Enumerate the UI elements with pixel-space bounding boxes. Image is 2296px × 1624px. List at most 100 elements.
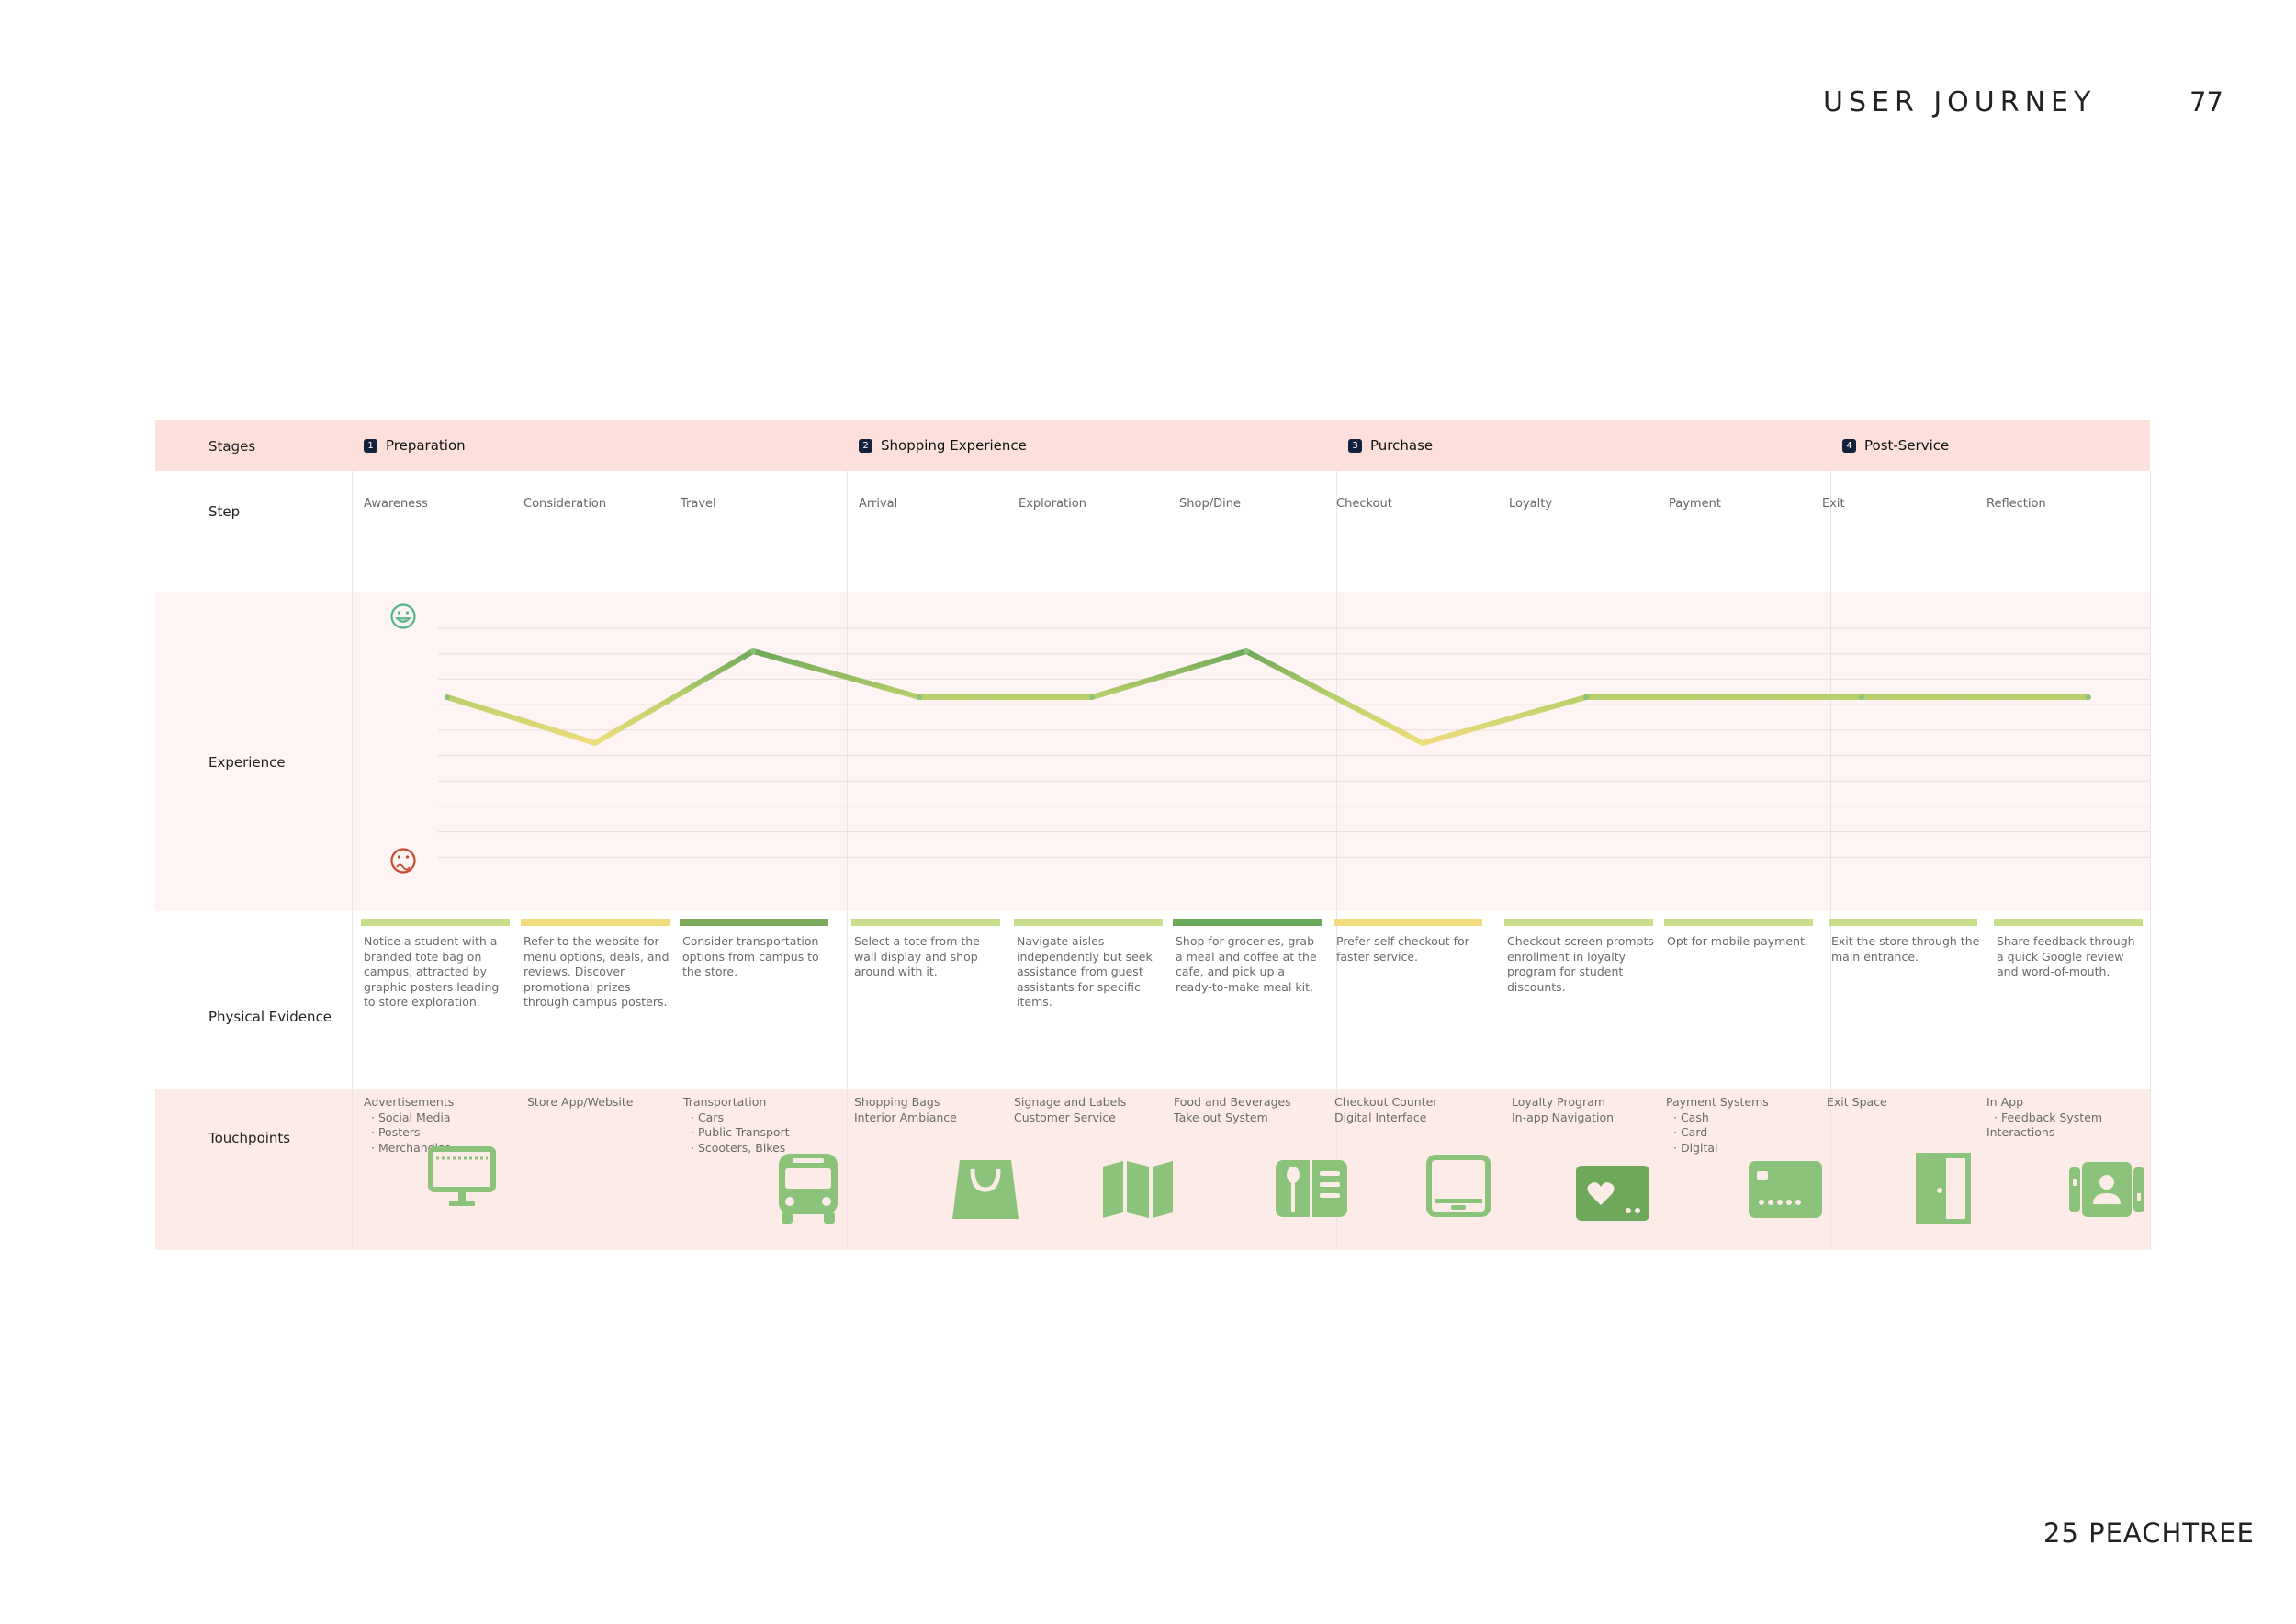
evidence-bar: [1829, 919, 1977, 926]
evidence-bar: [851, 919, 1000, 926]
step-label: Exploration: [1019, 497, 1086, 511]
touchpoint-text: Shopping Bags Interior Ambiance: [854, 1095, 1010, 1125]
evidence-text: Consider transportation options from cam…: [682, 934, 819, 978]
stage-number: 2: [859, 438, 872, 453]
user-journey-map: Stages Step Experience Physical Evidence…: [155, 420, 2151, 1250]
stage-number: 3: [1348, 438, 1362, 453]
evidence-text: Opt for mobile payment.: [1667, 934, 1808, 948]
stage-label: Purchase: [1370, 437, 1434, 454]
touchpoint-label: Interior Ambiance: [854, 1110, 957, 1124]
touchpoint-subitem: · Digital: [1666, 1141, 1822, 1156]
column-divider: [352, 471, 353, 1250]
touchpoint-text: Exit Space: [1827, 1095, 1983, 1111]
evidence-bar: [1504, 919, 1653, 926]
experience-point: [1089, 694, 1095, 700]
evidence-bar: [521, 919, 670, 926]
experience-chart: [390, 603, 2150, 874]
touchpoint-label: Food and Beverages: [1174, 1095, 1291, 1109]
touchpoint-label: Advertisements: [364, 1095, 455, 1109]
bullet: ·: [371, 1110, 378, 1124]
touchpoint-text: Checkout Counter Digital Interface: [1334, 1095, 1491, 1125]
stage-label: Shopping Experience: [881, 437, 1027, 454]
happy-face-icon: [390, 603, 416, 629]
loyalty-card-icon: [1576, 1166, 1649, 1221]
contacts-icon: [2069, 1162, 2144, 1217]
touchpoint-text: Payment Systems · Cash · Card · Digital: [1666, 1095, 1822, 1156]
stage-label: Post-Service: [1864, 437, 1950, 454]
touchpoint-subitem: · Public Transport: [683, 1125, 839, 1141]
bus-icon: [779, 1154, 838, 1224]
touchpoint-label: Customer Service: [1014, 1110, 1116, 1124]
experience-point: [1420, 740, 1425, 746]
experience-band: [155, 592, 2150, 911]
page-number: 77: [2189, 86, 2223, 118]
touchpoint-text: Signage and Labels Customer Service: [1014, 1095, 1170, 1125]
row-label-experience: Experience: [208, 754, 286, 771]
bullet: ·: [1673, 1110, 1681, 1124]
step-label: Travel: [681, 497, 716, 511]
door-icon: [1916, 1153, 1971, 1224]
bullet: ·: [1673, 1140, 1681, 1155]
touchpoint-subitem-text: Card: [1680, 1125, 1708, 1139]
bullet: ·: [691, 1140, 698, 1155]
evidence-bar: [1664, 919, 1813, 926]
stage-label: Preparation: [386, 437, 466, 454]
map-icon: [1103, 1161, 1173, 1218]
step-label: Arrival: [859, 497, 898, 511]
evidence-text: Prefer self-checkout for faster service.: [1336, 934, 1469, 964]
column-divider: [1830, 471, 1831, 1250]
evidence-bar: [1014, 919, 1163, 926]
touchpoint-label: Payment Systems: [1666, 1095, 1769, 1109]
step-label: Consideration: [523, 497, 607, 511]
evidence-text: Notice a student with a branded tote bag…: [364, 934, 500, 1009]
touchpoint-subitem-text: Digital: [1680, 1140, 1718, 1155]
step-label: Reflection: [1986, 497, 2046, 511]
evidence-text: Refer to the website for menu options, d…: [523, 934, 670, 1009]
bullet: ·: [371, 1140, 378, 1155]
touchpoint-subitem: · Posters: [364, 1125, 520, 1141]
stages-band: [155, 420, 2150, 471]
experience-point: [445, 694, 450, 700]
evidence-bar: [1173, 919, 1322, 926]
touchpoint-label: Transportation: [683, 1095, 767, 1109]
step-label: Shop/Dine: [1179, 497, 1241, 511]
touchpoint-label: Store App/Website: [527, 1095, 634, 1109]
touchpoint-subitem: · Cash: [1666, 1111, 1822, 1126]
touchpoint-subitem-text: Posters: [377, 1125, 421, 1139]
experience-point: [1583, 694, 1589, 700]
touchpoint-subitem-text: Scooters, Bikes: [697, 1140, 786, 1155]
shopping-bag-icon: [952, 1160, 1019, 1219]
touchpoint-subitem: · Cars: [683, 1111, 839, 1126]
credit-card-icon: [1749, 1161, 1822, 1218]
touchpoint-subitem-text: Cars: [697, 1110, 724, 1124]
stage-purchase: 3 Purchase: [1348, 437, 1433, 454]
experience-point: [750, 648, 756, 654]
column-divider: [2150, 471, 2151, 1250]
evidence-text: Checkout screen prompts enrollment in lo…: [1507, 934, 1654, 994]
touchpoint-text: In App · Feedback System Interactions: [1986, 1095, 2143, 1141]
touchpoint-label: Digital Interface: [1334, 1110, 1427, 1124]
experience-point: [917, 694, 922, 700]
stage-shopping-experience: 2 Shopping Experience: [859, 437, 1027, 454]
evidence-bar: [1994, 919, 2143, 926]
touchpoint-label: In App: [1986, 1095, 2024, 1109]
touchpoint-text: Transportation · Cars · Public Transport · …: [683, 1095, 839, 1156]
bullet: ·: [691, 1125, 698, 1139]
experience-point: [592, 740, 598, 746]
sad-face-icon: [390, 848, 416, 874]
step-label: Loyalty: [1509, 497, 1553, 511]
step-label: Payment: [1669, 497, 1721, 511]
touchpoint-subitem-text: Public Transport: [697, 1125, 790, 1139]
evidence-bar: [361, 919, 510, 926]
stage-number: 1: [364, 438, 377, 453]
step-label: Awareness: [364, 497, 428, 511]
touchpoint-label: Checkout Counter: [1334, 1095, 1438, 1109]
touchpoint-subitem-text: Social Media: [377, 1110, 451, 1124]
step-label: Exit: [1822, 497, 1845, 511]
step-label: Checkout: [1336, 497, 1392, 511]
touchpoint-subitem: · Feedback System: [1986, 1111, 2143, 1126]
bullet: ·: [691, 1110, 698, 1124]
stage-preparation: 1 Preparation: [364, 437, 466, 454]
touchpoint-label: Interactions: [1986, 1125, 2055, 1139]
touchpoint-label: Loyalty Program: [1512, 1095, 1605, 1109]
